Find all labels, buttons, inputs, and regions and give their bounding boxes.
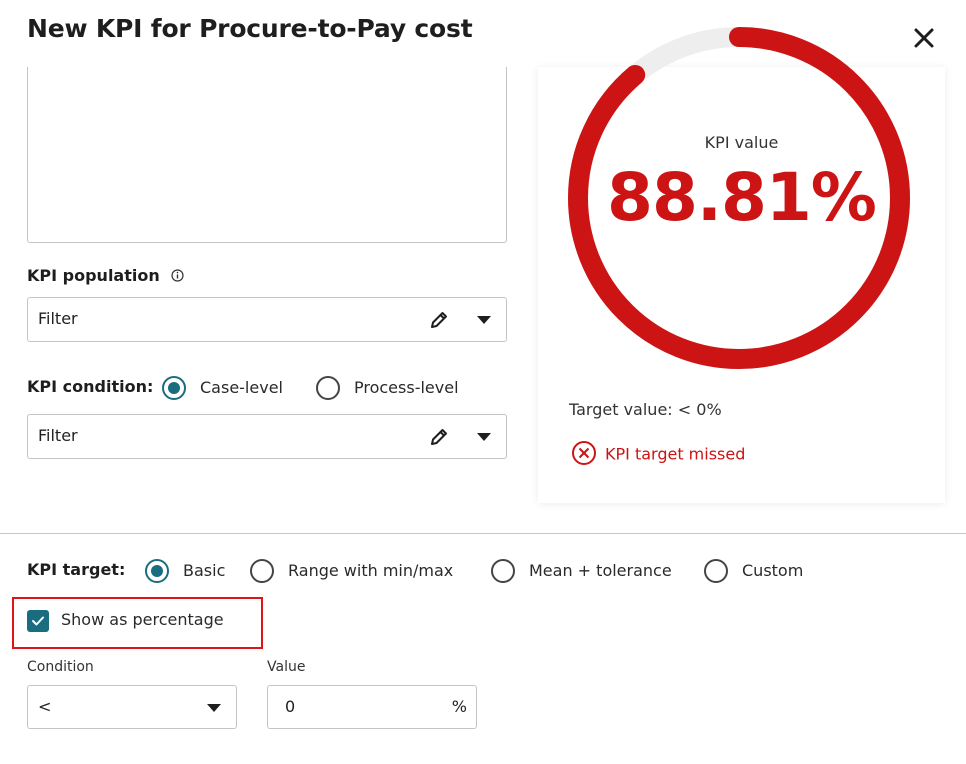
kpi-status-text: KPI target missed	[605, 444, 746, 464]
kpi-population-filter-select[interactable]: Filter	[27, 297, 507, 342]
radio-case-level-label[interactable]: Case-level	[200, 378, 283, 397]
filter-value: Filter	[38, 426, 78, 445]
dialog-title: New KPI for Procure-to-Pay cost	[27, 14, 473, 43]
kpi-value-label: KPI value	[704, 133, 779, 152]
pencil-icon[interactable]	[428, 309, 450, 331]
kpi-condition-label: KPI condition:	[27, 377, 154, 396]
radio-custom[interactable]	[704, 559, 728, 583]
info-icon[interactable]	[171, 268, 184, 282]
highlight-box	[12, 597, 263, 649]
chevron-down-icon[interactable]	[477, 433, 491, 441]
kpi-gauge-arc	[568, 27, 910, 369]
radio-case-level[interactable]	[162, 376, 186, 400]
radio-basic[interactable]	[145, 559, 169, 583]
target-value-input[interactable]: 0 %	[267, 685, 477, 729]
percent-unit: %	[451, 697, 467, 716]
chevron-down-icon[interactable]	[477, 316, 491, 324]
chevron-down-icon[interactable]	[207, 704, 221, 712]
kpi-condition-filter-select[interactable]: Filter	[27, 414, 507, 459]
condition-label: Condition	[27, 659, 94, 675]
divider	[0, 533, 966, 534]
kpi-status: KPI target missed	[571, 441, 746, 466]
kpi-preview-card: KPI value 88.81% Target value: < 0% KPI …	[538, 27, 945, 503]
radio-basic-label[interactable]: Basic	[183, 561, 226, 580]
radio-process-level-label[interactable]: Process-level	[354, 378, 459, 397]
radio-range-label[interactable]: Range with min/max	[288, 561, 454, 580]
kpi-target-label: KPI target:	[27, 560, 126, 579]
radio-custom-label[interactable]: Custom	[742, 561, 804, 580]
filter-value: Filter	[38, 309, 78, 328]
value-label: Value	[267, 659, 306, 675]
close-icon[interactable]	[910, 24, 938, 52]
radio-range[interactable]	[250, 559, 274, 583]
show-percentage-checkbox[interactable]	[27, 610, 49, 632]
kpi-population-label: KPI population	[27, 266, 184, 285]
description-textarea[interactable]	[27, 67, 507, 243]
condition-value: <	[38, 697, 52, 716]
show-percentage-label[interactable]: Show as percentage	[61, 610, 224, 629]
radio-mean-tolerance[interactable]	[491, 559, 515, 583]
radio-process-level[interactable]	[316, 376, 340, 400]
kpi-value: 88.81%	[607, 159, 877, 236]
error-circle-icon	[572, 441, 596, 465]
checkmark-icon	[32, 616, 44, 626]
target-value: 0	[285, 697, 296, 716]
target-value-text: Target value: < 0%	[569, 400, 722, 419]
kpi-gauge-ring	[568, 27, 910, 369]
radio-mean-tolerance-label[interactable]: Mean + tolerance	[529, 561, 672, 580]
condition-select[interactable]: <	[27, 685, 237, 729]
pencil-icon[interactable]	[428, 426, 450, 448]
dialog-scroll-area[interactable]: KPI population Filter KPI condition: Cas…	[0, 67, 966, 533]
